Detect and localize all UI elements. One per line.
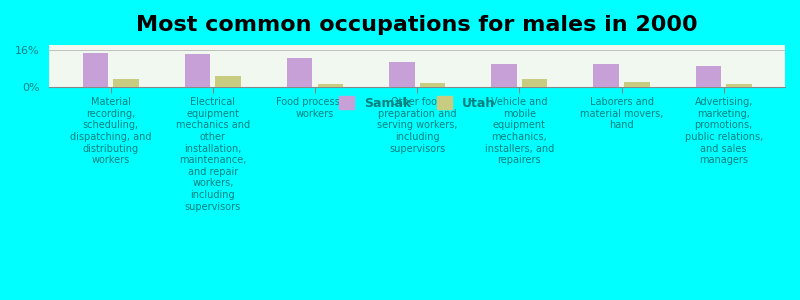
Bar [420,83,446,87]
Bar [185,54,210,87]
Bar [624,82,650,87]
Bar [114,79,138,87]
Bar [82,53,108,87]
Bar [287,58,313,87]
Bar [318,85,343,87]
Bar [491,64,517,87]
Legend: Samak, Utah: Samak, Utah [334,91,500,115]
Title: Most common occupations for males in 2000: Most common occupations for males in 200… [136,15,698,35]
Bar [726,85,752,87]
Bar [695,66,721,87]
Bar [594,64,619,87]
Bar [389,62,414,87]
Bar [215,76,241,87]
Bar [522,79,547,87]
